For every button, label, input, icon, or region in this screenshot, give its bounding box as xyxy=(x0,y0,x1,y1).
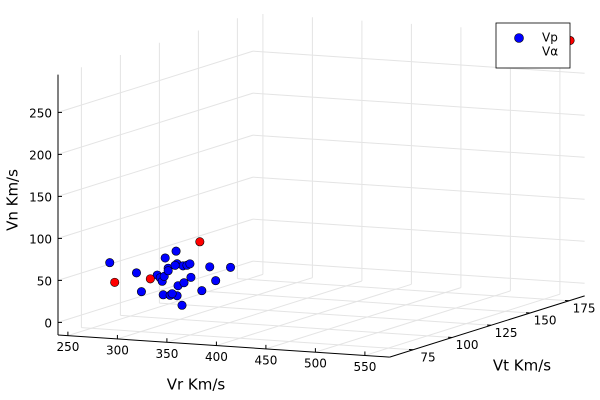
x-tick-label: 550 xyxy=(353,360,376,374)
grid-line xyxy=(265,287,462,350)
x-axis-title: Vr Km/s xyxy=(167,376,226,394)
grid-line xyxy=(216,283,412,347)
z-tick-label: 150 xyxy=(29,190,52,204)
x-tick-label: 500 xyxy=(304,357,327,371)
grid-line xyxy=(252,134,585,158)
grid-line xyxy=(315,290,511,353)
point xyxy=(170,260,180,270)
point xyxy=(195,237,205,247)
grid-line xyxy=(57,218,254,281)
y-axis-title: Vt Km/s xyxy=(493,357,551,375)
grid xyxy=(57,14,585,356)
y-tick-label: 125 xyxy=(495,326,518,340)
legend-marker xyxy=(514,33,524,43)
grid-line xyxy=(57,176,254,239)
grid-line xyxy=(120,314,453,339)
point xyxy=(105,258,115,268)
point xyxy=(160,253,170,263)
point xyxy=(136,287,146,297)
y-tick-label: 75 xyxy=(420,350,435,364)
grid-line xyxy=(57,134,254,197)
x-tick-label: 300 xyxy=(106,343,129,357)
point xyxy=(211,276,221,286)
legend-label: Vα xyxy=(542,45,558,59)
z-axis-title: Vn Km/s xyxy=(4,169,22,231)
z-tick-label: 50 xyxy=(37,274,52,288)
grid-line xyxy=(252,176,585,200)
y-axis-line xyxy=(389,295,585,358)
grid-line xyxy=(159,302,492,326)
x-tick-label: 350 xyxy=(155,347,178,361)
point xyxy=(167,289,177,299)
z-tick-label: 0 xyxy=(44,316,52,330)
grid-line xyxy=(81,327,414,351)
grid-line xyxy=(57,92,254,155)
grid-line xyxy=(252,218,585,242)
grid-line xyxy=(57,260,254,323)
x-tick-label: 400 xyxy=(205,350,228,364)
points xyxy=(105,35,575,310)
x-tick-label: 450 xyxy=(254,353,277,367)
point xyxy=(179,278,189,288)
point xyxy=(171,246,181,256)
grid-line xyxy=(364,293,561,356)
grid-line xyxy=(237,278,570,302)
y-tick-label: 175 xyxy=(573,301,596,315)
point xyxy=(205,262,215,272)
grid-line xyxy=(198,290,531,314)
grid-line xyxy=(252,92,585,116)
point xyxy=(186,272,196,282)
point xyxy=(131,268,141,278)
y-tick-label: 150 xyxy=(534,314,557,328)
z-tick-label: 250 xyxy=(29,106,52,120)
point xyxy=(177,300,187,310)
z-tick-label: 200 xyxy=(29,148,52,162)
grid-line xyxy=(57,50,254,113)
grid-line xyxy=(166,280,363,343)
point xyxy=(226,262,236,272)
point xyxy=(145,274,155,284)
point xyxy=(197,286,207,296)
x-axis-line xyxy=(57,334,390,358)
y-tick-label: 100 xyxy=(456,338,479,352)
axes: 250 300 350 400 450 500 550 75 100 125 150 175 0 50 10… xyxy=(29,74,596,374)
grid-line xyxy=(117,277,313,340)
legend-label: Vp xyxy=(542,31,558,45)
point xyxy=(163,266,173,276)
point xyxy=(110,277,120,287)
grid-line xyxy=(252,260,585,284)
grid-line xyxy=(252,50,585,74)
point xyxy=(185,259,195,269)
z-tick-label: 100 xyxy=(29,232,52,246)
x-tick-label: 250 xyxy=(56,340,79,354)
grid-line xyxy=(67,273,264,337)
legend-box xyxy=(495,22,571,69)
